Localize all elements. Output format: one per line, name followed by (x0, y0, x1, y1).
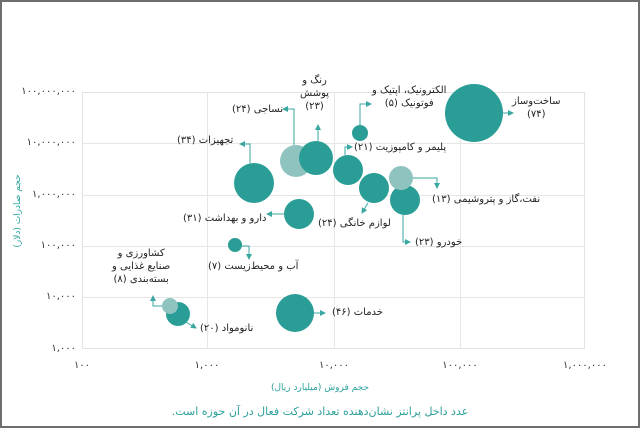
bubble-auto[interactable] (390, 185, 420, 215)
label-electronics: الکترونیک، اپتیک و فوتونیک (۵) (372, 84, 446, 110)
gridline-x-10000 (334, 92, 335, 349)
y-tick: ۱۰,۰۰۰,۰۰۰ (26, 137, 76, 148)
y-tick: ۱,۰۰۰,۰۰۰ (32, 189, 76, 200)
label-line: رنگ و (302, 75, 327, 86)
x-tick: ۱,۰۰۰,۰۰۰ (563, 360, 607, 371)
label-oil: نفت،گاز و پتروشیمی (۱۳) (432, 194, 541, 205)
label-pharma: دارو و بهداشت (۳۱) (183, 213, 267, 224)
label-textile: نساجی (۲۴) (232, 104, 284, 115)
gridline-x-1000 (207, 92, 208, 349)
y-tick: ۱۰۰,۰۰۰ (40, 240, 76, 251)
y-tick: ۱,۰۰۰ (51, 343, 76, 354)
y-tick: ۱۰,۰۰۰ (45, 291, 76, 302)
bubble-construction[interactable] (445, 84, 503, 142)
label-auto: خودرو (۲۳) (415, 237, 463, 248)
label-water: آب و محیط‌زیست (۷) (208, 261, 299, 272)
label-agri: کشاورزی و صنایع غذایی و بسته‌بندی (۸) (112, 247, 170, 286)
bubble-pharma[interactable] (284, 199, 314, 229)
gridline-y-1e4 (82, 297, 585, 298)
bubble-electronics[interactable] (352, 125, 368, 141)
label-equipment: تجهیزات (۳۴) (177, 135, 234, 146)
label-line: ساخت‌وساز (512, 96, 561, 107)
label-line: (۷۴) (526, 109, 546, 120)
bubble-services[interactable] (276, 294, 314, 332)
bubble-paint[interactable] (299, 141, 333, 175)
label-line: کشاورزی و (117, 248, 165, 259)
bubble-polymer[interactable] (333, 155, 363, 185)
x-tick: ۱۰,۰۰۰ (318, 360, 350, 371)
gridline-x-100000 (460, 92, 461, 349)
y-axis-label: حجم صادرات (دلار) (13, 174, 23, 248)
label-nano: نانومواد (۲۰) (200, 323, 254, 334)
gridline-y-1e6 (82, 195, 585, 196)
plot-area (82, 92, 585, 349)
label-line: فوتونیک (۵) (384, 98, 434, 109)
chart-note: عدد داخل پرانتز نشان‌دهنده تعداد شرکت فع… (171, 405, 469, 418)
y-tick: ۱۰۰,۰۰۰,۰۰۰ (21, 86, 76, 97)
label-construction: ساخت‌وساز (۷۴) (512, 95, 561, 121)
x-tick: ۱۰۰ (73, 360, 91, 371)
label-line: الکترونیک، اپتیک و (372, 85, 447, 96)
label-appliances: لوازم خانگی (۲۴) (318, 218, 391, 229)
label-line: صنایع غذایی و (112, 261, 171, 272)
bubble-equipment[interactable] (234, 163, 274, 203)
bubble-water[interactable] (228, 238, 242, 252)
label-polymer: پلیمر و کامپوزیت (۲۱) (354, 142, 447, 153)
bubble-appliances[interactable] (359, 173, 389, 203)
label-line: بسته‌بندی (۸) (113, 274, 169, 285)
x-axis-label: حجم فروش (میلیارد ریال) (270, 383, 370, 393)
label-services: خدمات (۴۶) (332, 307, 383, 318)
gridline-y-1e5 (82, 246, 585, 247)
label-line: (۲۳) (305, 101, 324, 112)
x-tick: ۱,۰۰۰ (194, 360, 220, 371)
label-paint: رنگ و پوشش (۲۳) (300, 74, 329, 113)
bubble-oil[interactable] (389, 166, 413, 190)
bubble-agri[interactable] (162, 298, 178, 314)
x-tick: ۱۰۰,۰۰۰ (442, 360, 478, 371)
gridline-y-1e7 (82, 143, 585, 144)
label-line: پوشش (300, 88, 330, 99)
